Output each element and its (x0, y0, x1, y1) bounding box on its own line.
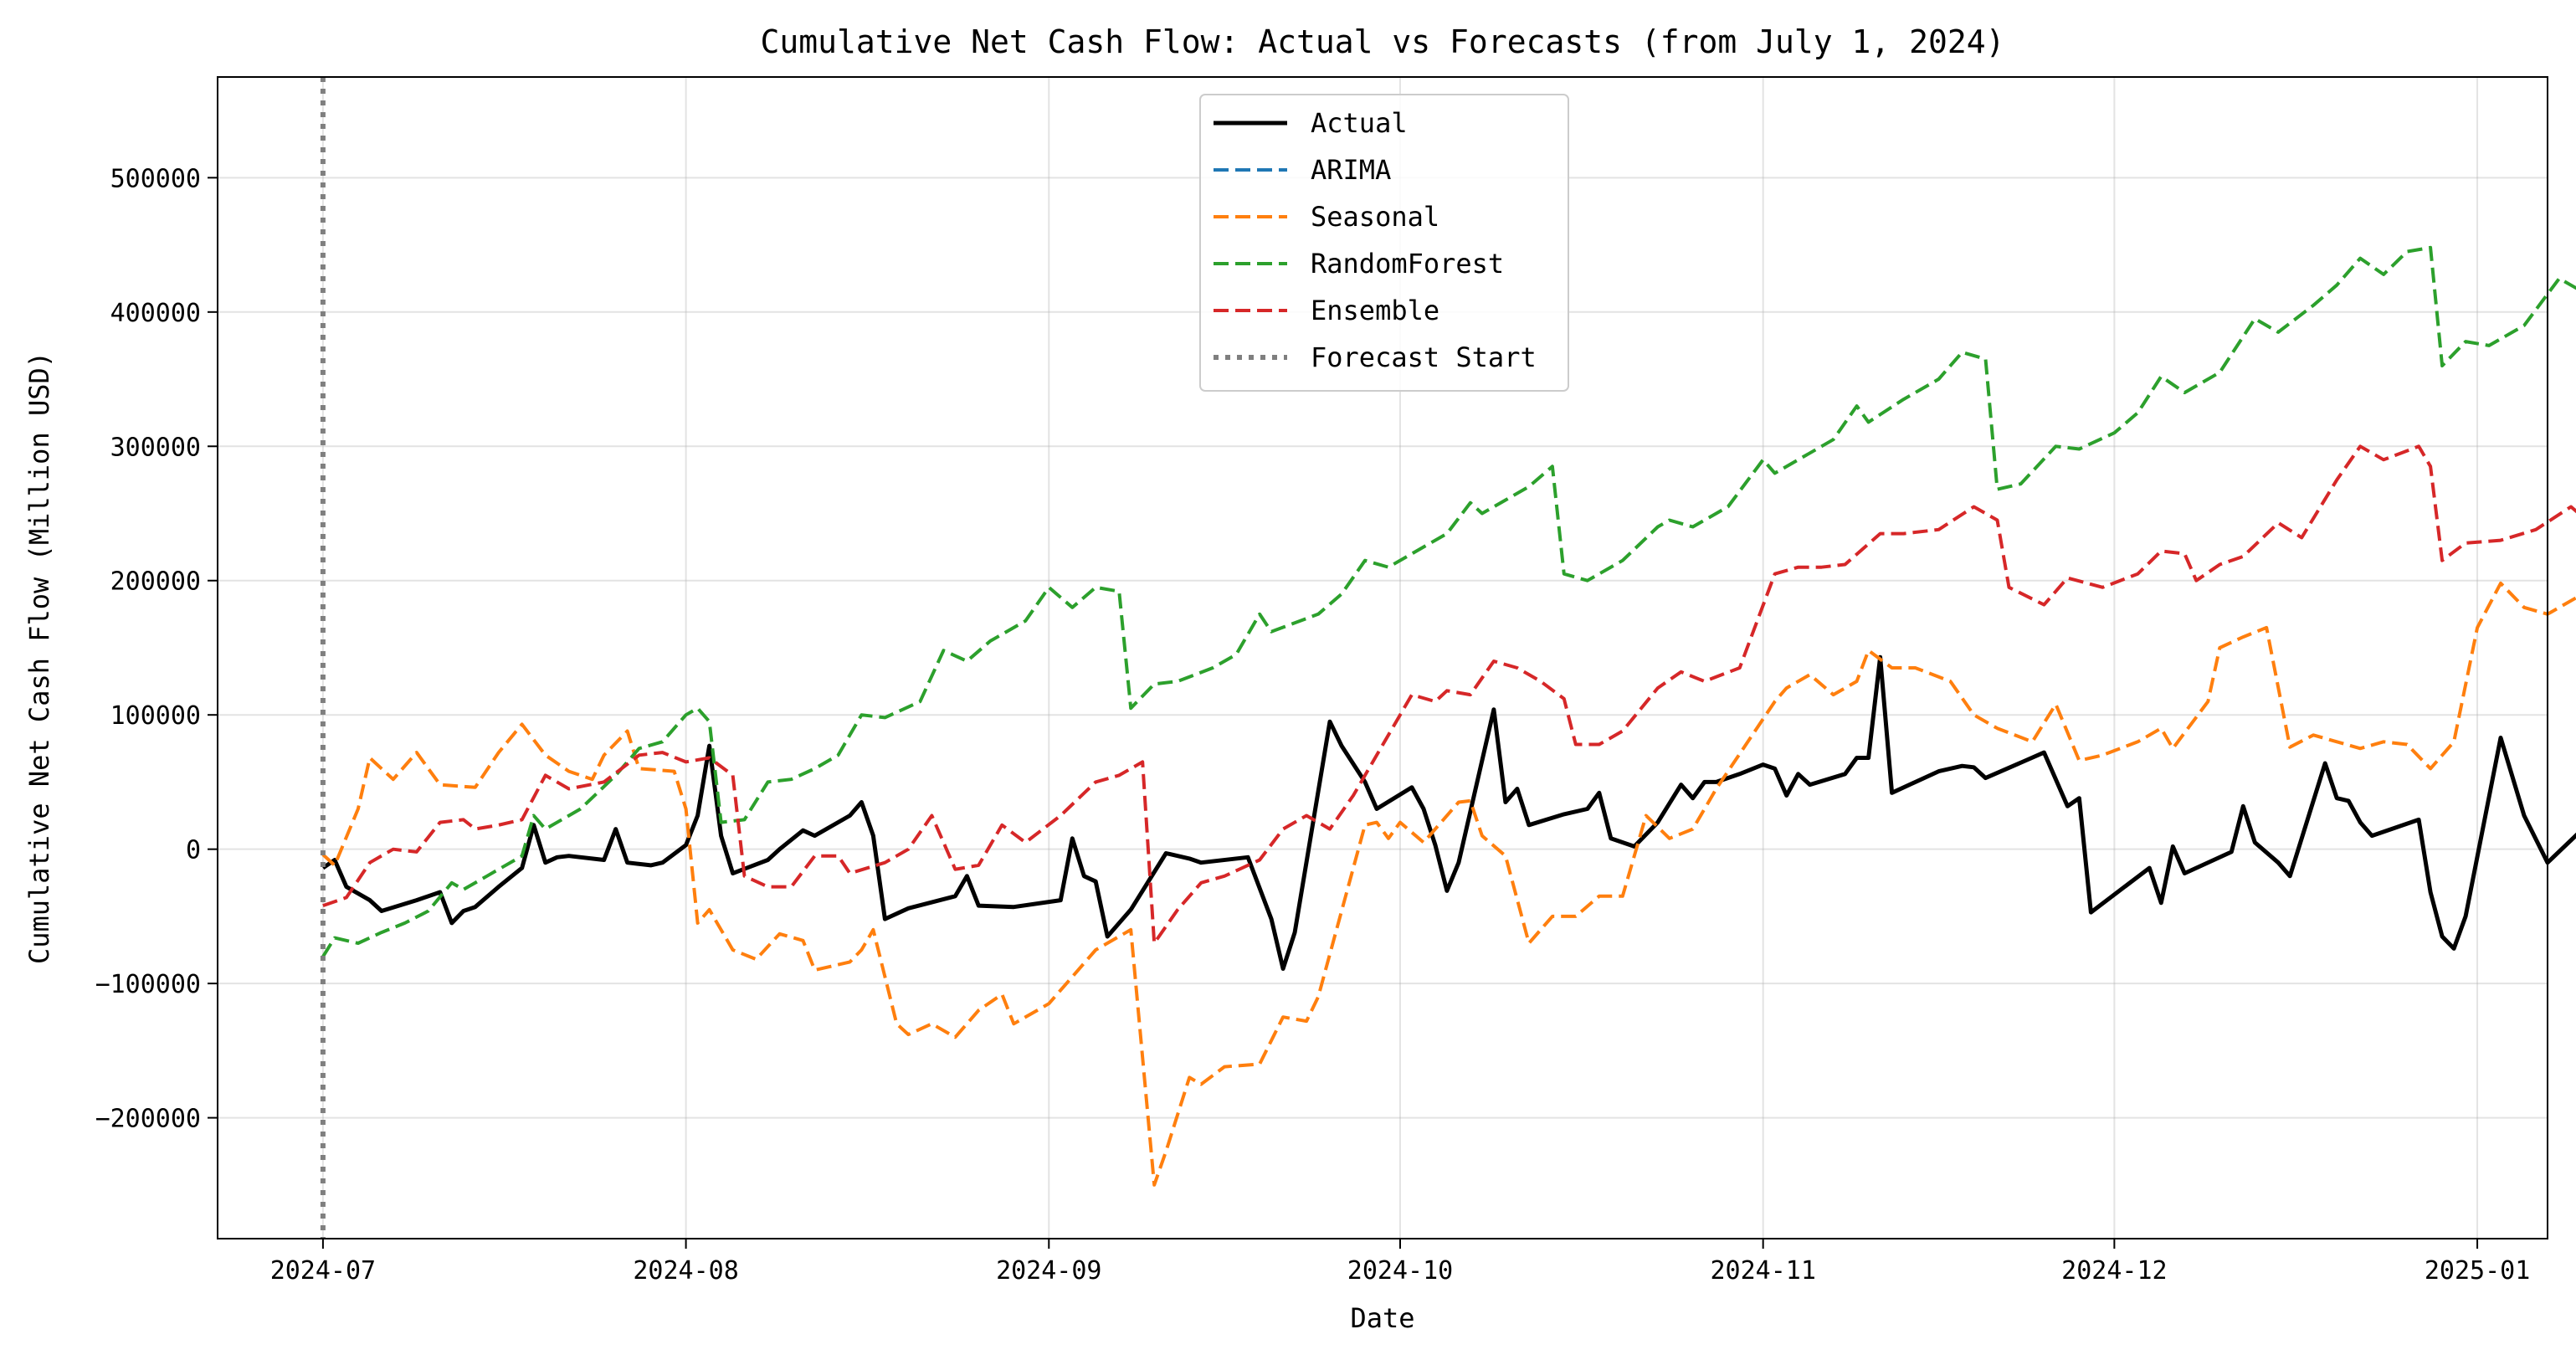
legend-label-ensemble: Ensemble (1311, 295, 1439, 326)
series-line-ensemble (322, 444, 2576, 945)
x-axis-label: Date (1350, 1302, 1414, 1334)
y-tick-label: 0 (186, 836, 201, 865)
series-line-actual (321, 654, 2576, 971)
y-axis-label: Cumulative Net Cash Flow (Million USD) (23, 352, 55, 964)
x-tick-label: 2024-10 (1347, 1256, 1453, 1286)
plot-frame (217, 76, 2548, 1239)
x-tick-label: 2024-07 (270, 1256, 376, 1286)
axis-ticks: 2024-07 2024-08 2024-09 2024-10 2024-11 2024-… (95, 164, 2531, 1286)
y-tick-label: −200000 (95, 1105, 201, 1134)
chart-title: Cumulative Net Cash Flow: Actual vs Fore… (760, 23, 2004, 60)
y-tick-label: −100000 (95, 970, 201, 999)
y-tick-label: 200000 (110, 567, 201, 597)
y-tick-label: 100000 (110, 701, 201, 731)
x-tick-label: 2025-01 (2425, 1256, 2530, 1286)
series-line-seasonal (321, 581, 2576, 1187)
series-line-randomforest (321, 245, 2576, 958)
legend-label-actual: Actual (1311, 107, 1408, 139)
x-tick-label: 2024-11 (1710, 1256, 1815, 1286)
legend-label-forecast-start: Forecast Start (1311, 341, 1537, 373)
x-tick-label: 2024-12 (2061, 1256, 2167, 1286)
legend-box (1199, 94, 1569, 392)
y-tick-label: 300000 (110, 433, 201, 462)
x-tick-label: 2024-08 (633, 1256, 738, 1286)
legend-label-randomforest: RandomForest (1311, 248, 1504, 280)
series-lines (320, 77, 2576, 1239)
legend: Actual ARIMA Seasonal RandomForest Ensemble F… (1199, 94, 1569, 392)
legend-label-arima: ARIMA (1311, 154, 1391, 186)
legend-label-seasonal: Seasonal (1311, 201, 1439, 233)
y-tick-label: 500000 (110, 164, 201, 193)
x-tick-label: 2024-09 (996, 1256, 1101, 1286)
y-tick-label: 400000 (110, 299, 201, 328)
